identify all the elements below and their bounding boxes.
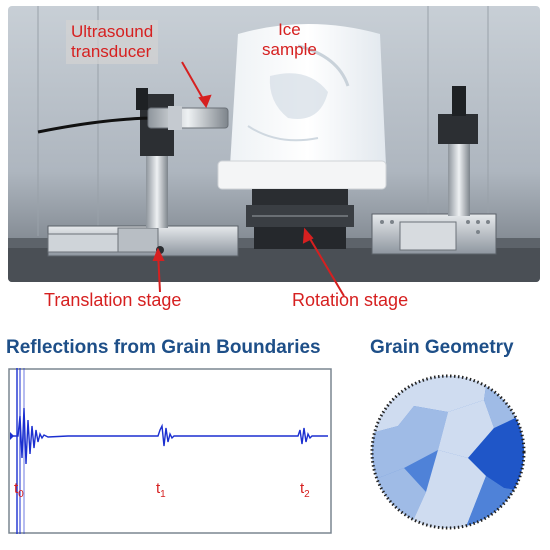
transducer-label-line1: Ultrasound — [71, 22, 154, 41]
time-marker-t1: t1 — [156, 480, 166, 500]
grain-dark-right — [468, 412, 524, 492]
time-marker-t2: t2 — [300, 480, 310, 500]
ice-label-line2: sample — [262, 40, 317, 59]
t0-sub: 0 — [18, 489, 24, 500]
trigger-marker — [10, 432, 14, 440]
reflections-title: Reflections from Grain Boundaries — [6, 337, 321, 358]
rotation-stage-label: Rotation stage — [292, 290, 409, 310]
t2-sub: 2 — [304, 489, 310, 500]
arrow-rotation — [305, 231, 345, 297]
grain-boundary-outline — [370, 374, 526, 530]
ice-sample-label: Ice sample — [262, 20, 317, 60]
arrowhead-rotation — [302, 227, 314, 244]
grain-geometry-figure — [368, 372, 528, 532]
grain-light-left — [372, 406, 448, 482]
time-marker-t0: t0 — [14, 480, 24, 500]
grain-pale-bottom — [408, 450, 486, 528]
transducer-label-line2: transducer — [71, 42, 152, 61]
translation-stage-label: Translation stage — [44, 290, 182, 310]
signal-trace — [12, 407, 328, 465]
t0-base: t — [14, 480, 19, 497]
ice-label-line1: Ice — [278, 20, 301, 39]
arrowhead-transducer — [198, 94, 212, 109]
signal-frame — [8, 368, 332, 534]
ultrasound-transducer-label: Ultrasound transducer — [66, 20, 159, 64]
grain-pale-middle — [438, 400, 494, 458]
t1-sub: 1 — [160, 489, 166, 500]
t2-base: t — [300, 480, 305, 497]
t1-base: t — [156, 480, 161, 497]
signal-waveform-panel — [8, 368, 332, 534]
arrowhead-translation — [152, 247, 165, 261]
setup-photo — [8, 6, 540, 282]
grain-geometry-title: Grain Geometry — [370, 337, 514, 358]
